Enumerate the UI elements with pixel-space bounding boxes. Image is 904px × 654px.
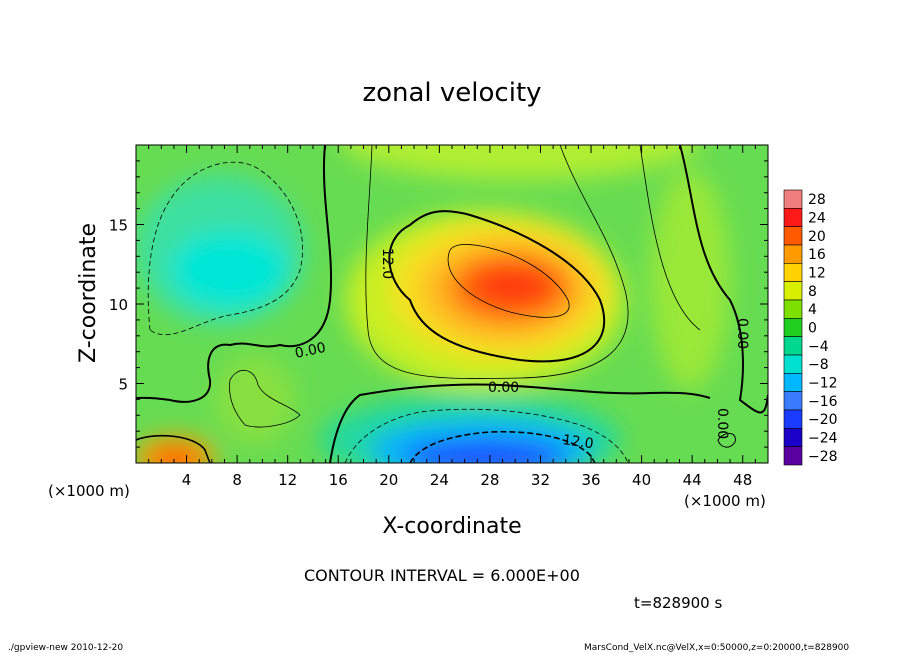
- colorbar-label: −8: [808, 357, 829, 373]
- contour-12-surface: [136, 434, 211, 463]
- colorbar-label: 16: [808, 247, 826, 263]
- colorbar-swatch: [783, 336, 803, 356]
- contour-6-small: [229, 370, 301, 428]
- colorbar-label: 28: [808, 192, 826, 208]
- contour-0-lower: [329, 383, 711, 463]
- x-tick-label: 36: [581, 471, 600, 489]
- contour-18: [447, 244, 570, 318]
- x-axis-label: X-coordinate: [382, 514, 522, 539]
- x-axis-ticks: [148, 145, 756, 463]
- y-tick-label: 15: [109, 217, 128, 235]
- colorbar-label: 12: [808, 266, 826, 282]
- time-label: t=828900 s: [634, 594, 723, 612]
- contour-0-left: [136, 145, 333, 403]
- contour-0-right: [679, 145, 768, 414]
- y-axis-label: Z-coordinate: [76, 223, 101, 363]
- colorbar-swatch: [783, 354, 803, 374]
- colorbar-label: 20: [808, 229, 826, 245]
- contour-12: [388, 210, 606, 363]
- colorbar-swatch: [783, 281, 803, 301]
- x-unit-label: (×1000 m): [684, 492, 766, 510]
- y-unit-label: (×1000 m): [48, 482, 130, 500]
- contour-6: [365, 145, 629, 379]
- colorbar-label: −12: [808, 376, 838, 392]
- colorbar-swatch: [783, 409, 803, 429]
- contour-label: 12.0: [379, 248, 395, 279]
- colorbar-swatch: [783, 208, 803, 227]
- colorbar-label: 24: [808, 211, 826, 227]
- y-tick-label: 10: [109, 296, 128, 314]
- contour-neg6-aloft: [147, 161, 303, 336]
- x-tick-label: 24: [430, 471, 449, 489]
- colorbar-label: −16: [808, 394, 838, 410]
- colorbar-label: −4: [808, 339, 829, 355]
- contour-label: 0.00: [734, 318, 750, 349]
- colorbar-swatch: [783, 446, 803, 466]
- contour-label: 0.00: [294, 340, 328, 362]
- x-tick-label: 4: [182, 471, 192, 489]
- x-tick-label: 44: [683, 471, 702, 489]
- x-tick-label: 32: [531, 471, 550, 489]
- contour-neg12-lower: [409, 430, 596, 463]
- colorbar-swatch: [783, 244, 803, 264]
- x-tick-label: 8: [232, 471, 242, 489]
- colorbar-label: −24: [808, 431, 838, 447]
- colorbar-label: −28: [808, 449, 838, 465]
- colorbar-swatch: [783, 226, 803, 246]
- x-tick-label: 40: [632, 471, 651, 489]
- colorbar-label: 8: [808, 284, 817, 300]
- colorbar-swatch: [783, 189, 803, 209]
- contour-neg6-lower: [344, 408, 629, 463]
- contour-label: 0.00: [714, 408, 730, 439]
- colorbar-swatch: [783, 391, 803, 411]
- heatmap-field: 12.0 0.00 0.00 12.0 0.00 0.00: [136, 145, 768, 463]
- x-tick-label: 20: [379, 471, 398, 489]
- colorbar-swatch: [783, 428, 803, 447]
- colorbar: 28 24 20 16 12 8 4 0 −4 −8 −12 −16 −20 −24 −28: [783, 189, 838, 466]
- footer-right: MarsCond_VelX.nc@VelX,x=0:50000,z=0:2000…: [584, 643, 850, 653]
- colorbar-label: 4: [808, 302, 817, 318]
- colorbar-swatch: [783, 263, 803, 282]
- x-tick-label: 28: [480, 471, 499, 489]
- colorbar-label: −20: [808, 412, 838, 428]
- x-tick-label: 48: [733, 471, 752, 489]
- colorbar-swatch: [783, 318, 803, 337]
- colorbar-label: 0: [808, 321, 817, 337]
- contour-6-right: [639, 145, 701, 331]
- footer-left: ./gpview-new 2010-12-20: [8, 643, 124, 653]
- chart-title: zonal velocity: [362, 78, 542, 108]
- contour-label: 12.0: [561, 432, 594, 452]
- contour-0-small: [717, 433, 736, 448]
- y-axis-ticks: [136, 160, 768, 448]
- colorbar-swatch: [783, 299, 803, 319]
- x-tick-label: 16: [329, 471, 348, 489]
- x-tick-label: 12: [278, 471, 297, 489]
- y-tick-label: 5: [118, 376, 128, 394]
- contour-label: 0.00: [488, 380, 519, 396]
- colorbar-swatch: [783, 373, 803, 392]
- contour-interval-text: CONTOUR INTERVAL = 6.000E+00: [304, 566, 580, 585]
